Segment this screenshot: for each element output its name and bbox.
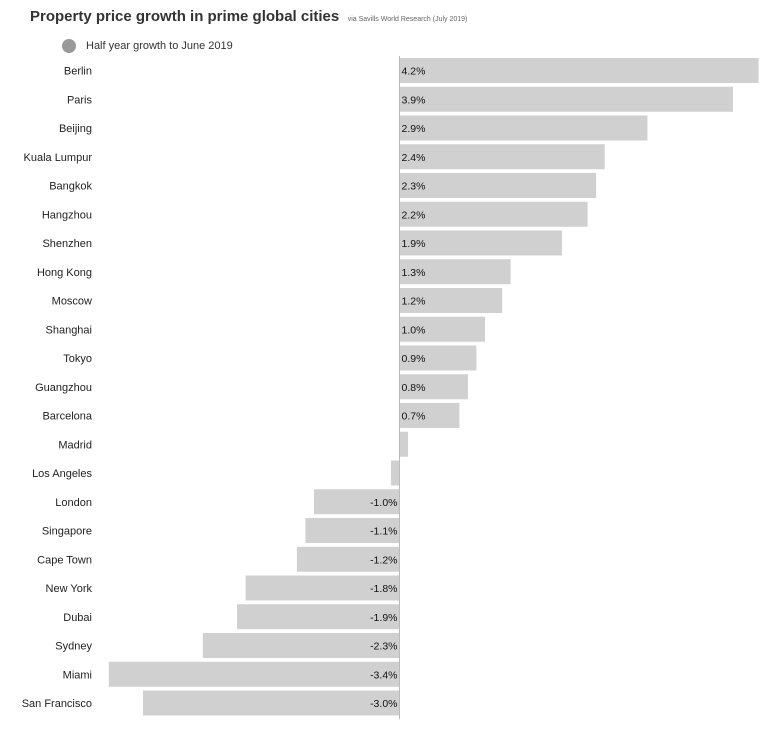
- chart-title: Property price growth in prime global ci…: [30, 8, 340, 25]
- bar-hangzhou: [399, 201, 588, 227]
- value-label: 4.2%: [402, 66, 426, 78]
- value-label: -1.2%: [370, 554, 397, 566]
- value-label: -3.4%: [370, 669, 397, 681]
- bar-new-york: [245, 575, 400, 601]
- bar-shenzhen: [399, 230, 562, 256]
- bar-san-francisco: [143, 690, 400, 716]
- category-label: Dubai: [63, 612, 92, 624]
- bar-kuala-lumpur: [399, 144, 605, 170]
- value-label: -1.1%: [370, 526, 397, 538]
- bar-tokyo: [399, 345, 477, 371]
- value-label: -2.3%: [370, 641, 397, 653]
- value-label: -3.0%: [370, 698, 397, 710]
- value-label: -1.8%: [370, 583, 397, 595]
- category-label: Singapore: [42, 526, 92, 538]
- title-row: Property price growth in prime global ci…: [30, 8, 467, 26]
- chart-subtitle: via Savills World Research (July 2019): [347, 16, 468, 23]
- bar-los-angeles: [390, 460, 400, 486]
- category-label: Berlin: [64, 66, 92, 78]
- category-label: Shenzhen: [42, 238, 92, 250]
- category-label: Paris: [67, 94, 93, 106]
- bar-shanghai: [399, 316, 485, 342]
- bar-singapore: [305, 518, 400, 543]
- category-label: Hangzhou: [42, 209, 92, 221]
- bar-london: [314, 489, 400, 515]
- category-label: Hong Kong: [37, 267, 92, 279]
- bar-dubai: [237, 604, 400, 630]
- category-label: Beijing: [59, 123, 92, 135]
- category-label: Shanghai: [46, 324, 93, 336]
- value-label: 1.0%: [402, 324, 426, 336]
- value-label: 1.9%: [402, 238, 426, 250]
- category-label: London: [55, 497, 92, 509]
- bar-miami: [108, 661, 400, 687]
- value-label: -1.0%: [370, 497, 397, 509]
- category-label: Sydney: [55, 641, 92, 653]
- category-label: Barcelona: [42, 411, 92, 423]
- category-label: Kuala Lumpur: [24, 152, 93, 164]
- bar-sydney: [202, 633, 400, 658]
- category-label: Guangzhou: [35, 382, 92, 394]
- value-label: -1.9%: [370, 612, 397, 624]
- category-label: Bangkok: [49, 181, 92, 193]
- bar-berlin: [399, 58, 759, 83]
- bar-bangkok: [399, 173, 597, 198]
- category-label: Moscow: [52, 296, 92, 308]
- category-label: San Francisco: [22, 698, 92, 710]
- value-label: 3.9%: [402, 94, 426, 106]
- category-label: Tokyo: [63, 353, 92, 365]
- value-label: 2.2%: [402, 209, 426, 221]
- value-label: 0.7%: [402, 411, 426, 423]
- category-label: Cape Town: [37, 554, 92, 566]
- bar-guangzhou: [399, 374, 468, 400]
- value-label: 2.3%: [402, 181, 426, 193]
- category-label: New York: [46, 583, 93, 595]
- bar-hong-kong: [399, 259, 511, 285]
- bar-cape-town: [296, 546, 400, 572]
- value-label: 2.4%: [402, 152, 426, 164]
- value-label: 1.3%: [402, 267, 426, 279]
- category-label: Miami: [63, 669, 92, 681]
- value-label: 1.2%: [402, 296, 426, 308]
- bar-barcelona: [399, 403, 460, 428]
- bar-madrid: [399, 431, 409, 457]
- legend-label: Half year growth to June 2019: [86, 40, 233, 52]
- bar-moscow: [399, 288, 503, 313]
- category-label: Los Angeles: [32, 468, 92, 480]
- bar-beijing: [399, 115, 648, 141]
- value-label: 0.8%: [402, 382, 426, 394]
- bar-paris: [399, 86, 733, 112]
- legend-swatch: [62, 39, 76, 53]
- legend: Half year growth to June 2019: [62, 39, 233, 53]
- value-label: 2.9%: [402, 123, 426, 135]
- value-label: 0.9%: [402, 353, 426, 365]
- category-label: Madrid: [58, 439, 92, 451]
